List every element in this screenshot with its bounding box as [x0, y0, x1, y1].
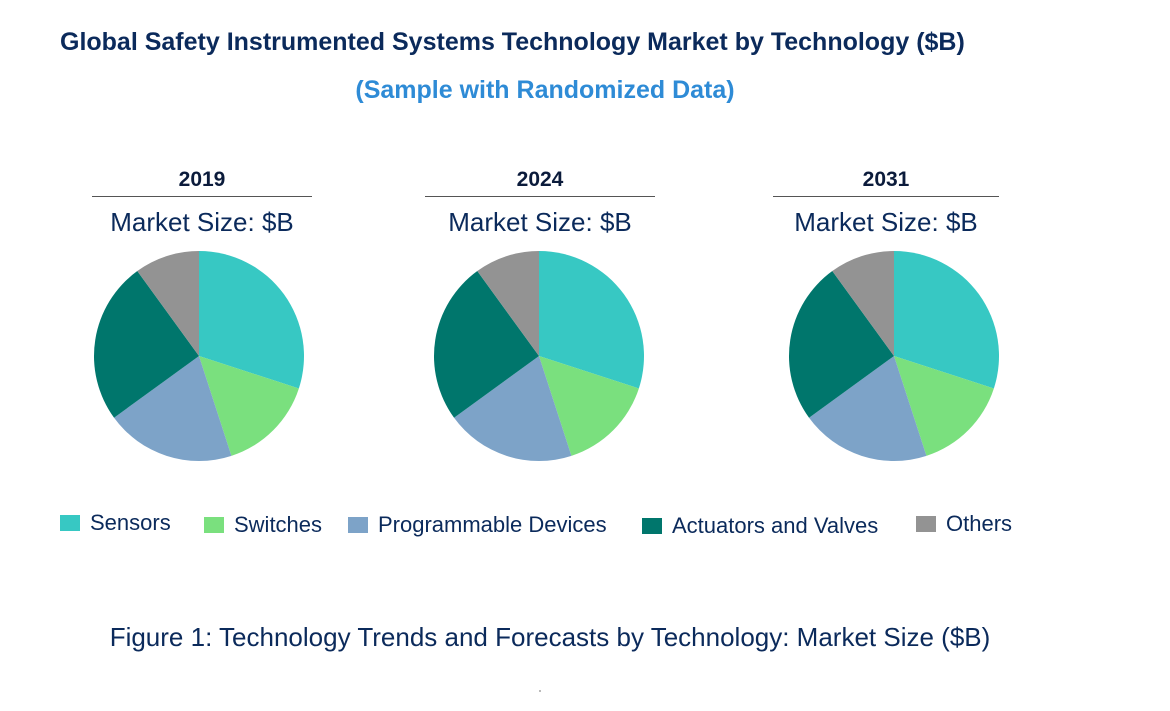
legend-label: Actuators and Valves [672, 513, 879, 538]
pie-slice-switches [894, 356, 994, 456]
pie-chart-2031 [789, 251, 999, 461]
year-underline [425, 196, 655, 197]
legend-swatch [916, 516, 936, 532]
pie-slice-sensors [894, 251, 999, 389]
pie-slice-programmable-devices [114, 356, 232, 461]
legend-swatch [642, 518, 662, 534]
pie-slice-sensors [199, 251, 304, 389]
legend-swatch [204, 517, 224, 533]
chart-title: Global Safety Instrumented Systems Techn… [60, 28, 965, 56]
pie-slice-actuators-and-valves [789, 271, 894, 418]
pie-slice-others [477, 251, 539, 356]
year-underline [773, 196, 999, 197]
year-underline [92, 196, 312, 197]
pie-slice-switches [199, 356, 299, 456]
market-size-label: Market Size: $B [110, 207, 294, 237]
stray-dot [539, 690, 541, 692]
pie-year-label: 2031 [862, 168, 910, 191]
pie-chart-2024 [434, 251, 644, 461]
market-size-label: Market Size: $B [794, 207, 978, 237]
market-size-label: Market Size: $B [448, 207, 632, 237]
pie-slice-sensors [539, 251, 644, 389]
legend-item-programmable-devices: Programmable Devices [348, 512, 607, 538]
legend-label: Programmable Devices [378, 512, 607, 537]
pie-panel-2019: 2019 Market Size: $B [52, 168, 352, 238]
pie-slice-actuators-and-valves [434, 271, 539, 418]
pie-chart-2019 [94, 251, 304, 461]
legend-item-others: Others [916, 511, 1012, 537]
pie-year-label: 2024 [516, 168, 564, 191]
legend-swatch [348, 517, 368, 533]
pie-slice-others [137, 251, 199, 356]
legend-label: Switches [234, 512, 323, 537]
legend-label: Others [946, 511, 1013, 536]
pie-year-label: 2019 [178, 168, 226, 191]
chart-subtitle: (Sample with Randomized Data) [355, 76, 735, 104]
legend-item-sensors: Sensors [60, 510, 171, 536]
pie-slice-actuators-and-valves [94, 271, 199, 418]
pie-panel-2031: 2031 Market Size: $B [736, 168, 1036, 238]
legend-item-actuators-and-valves: Actuators and Valves [642, 513, 878, 539]
pie-slice-programmable-devices [454, 356, 572, 461]
pie-slice-others [832, 251, 894, 356]
legend-label: Sensors [90, 510, 171, 535]
pie-slice-switches [539, 356, 639, 456]
legend-swatch [60, 515, 80, 531]
figure-caption: Figure 1: Technology Trends and Forecast… [109, 622, 991, 652]
pie-panel-2024: 2024 Market Size: $B [390, 168, 690, 238]
chart-legend: Sensors Switches Programmable Devices Ac… [60, 508, 1120, 542]
pie-slice-programmable-devices [809, 356, 927, 461]
legend-item-switches: Switches [204, 512, 322, 538]
